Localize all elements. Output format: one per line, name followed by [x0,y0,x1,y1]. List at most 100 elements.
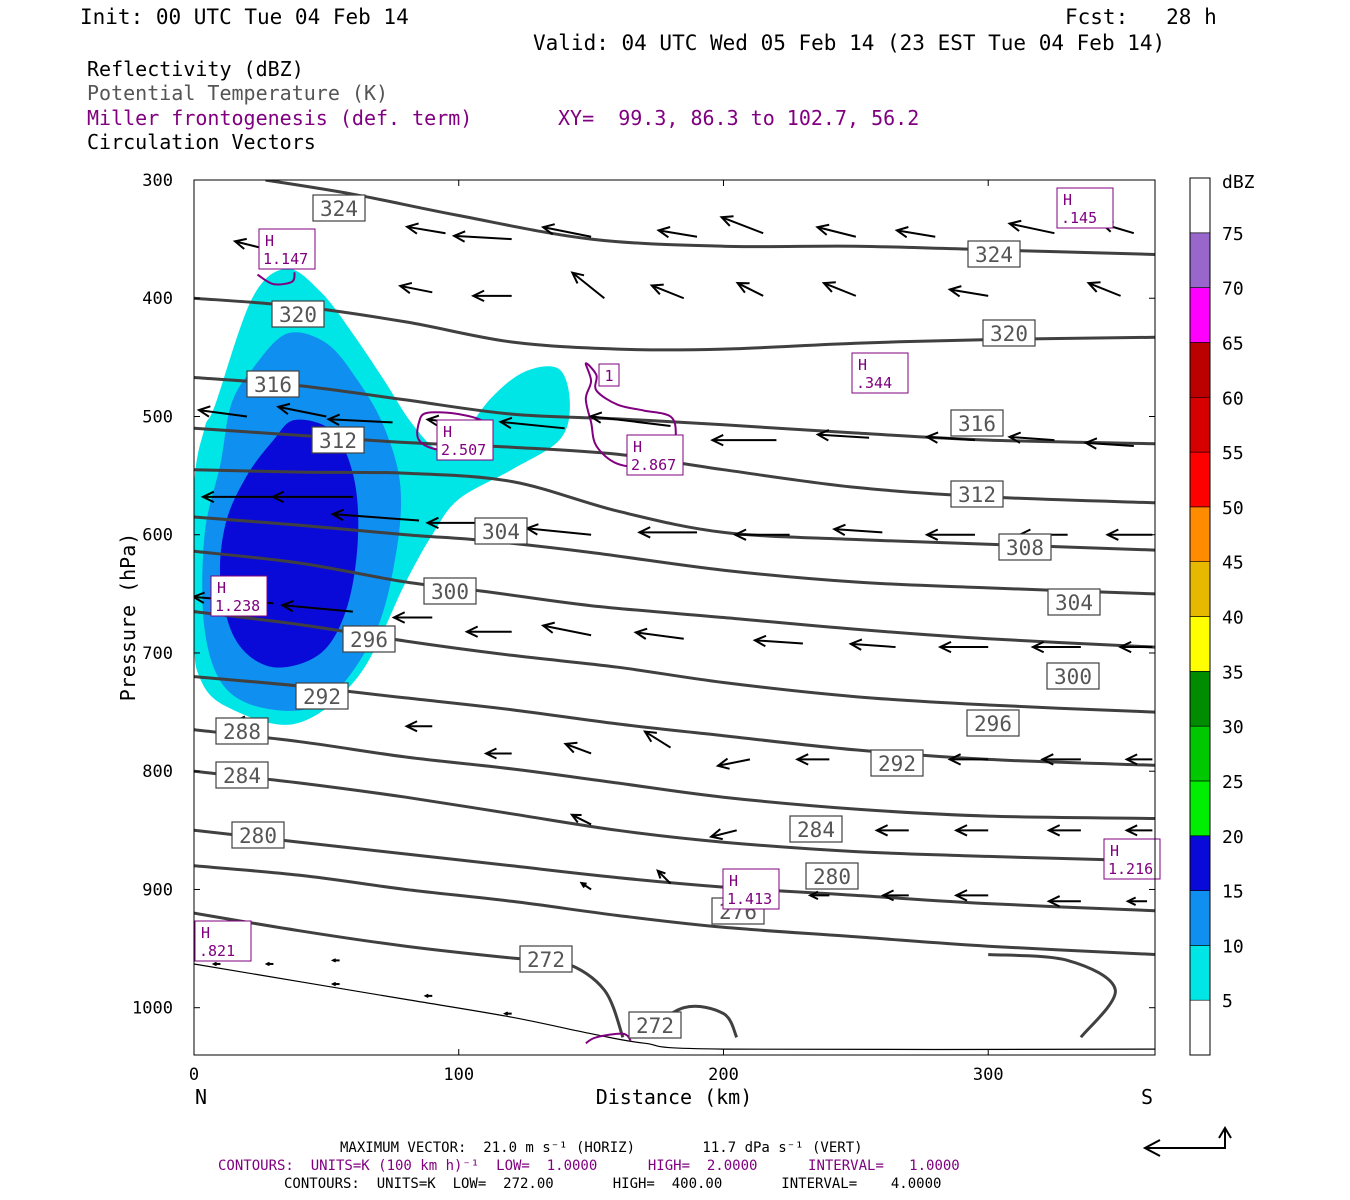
theta-label-text: 300 [431,580,469,604]
circulation-vector [540,621,592,637]
theta-label-box [628,1011,682,1039]
init-time: Init: 00 UTC Tue 04 Feb 14 [80,5,409,29]
circulation-vector [1083,437,1134,450]
frontogenesis-label-value: 1.238 [215,597,260,615]
vector-head [326,413,340,426]
frontogenesis-label-box [851,352,909,394]
theta-label-box [519,945,573,973]
vector-head [404,222,419,235]
colorbar-label-45: 45 [1222,553,1244,574]
circulation-vector [649,283,685,300]
theta-contour-324 [265,180,1155,256]
colorbar-segment-40 [1189,561,1211,617]
circulation-vector [815,429,870,442]
theta-label-box [246,370,300,398]
colorbar-label-65: 65 [1222,333,1244,354]
theta-label-text: 280 [813,865,851,889]
vector-head [425,414,440,427]
vector-head [815,223,830,236]
vector-shaft [565,742,592,755]
vector-shaft [644,730,672,749]
frontogenesis-label-h: H [201,924,210,942]
vector-head [752,634,767,648]
y-axis-label: Pressure (hPa) [116,533,140,702]
circulation-vector [752,634,803,648]
theta-label-text: 292 [303,685,341,709]
colorbar-segment-20 [1189,780,1211,837]
colorbar-segment-10 [1189,890,1211,946]
theta-label-284: 284 [215,761,269,789]
theta-label-box [1047,588,1101,616]
vector-head [642,730,657,743]
theta-label-text: 300 [1054,665,1092,689]
vector-shaft [1009,435,1055,442]
x-axis-south-label: S [1141,1085,1153,1109]
circulation-vector [947,753,989,766]
frontogenesis-max-.821: H.821 [194,920,252,962]
theta-label-text: 280 [239,824,277,848]
vector-head [264,961,271,967]
theta-label-box [1046,662,1100,690]
max-vector-info: MAXIMUM VECTOR: 21.0 m s⁻¹ (HORIZ) 11.7 … [340,1140,863,1156]
theta-contour-unlabeled [988,953,1117,1039]
theta-label-text: 304 [482,520,520,544]
circulation-vector [815,223,857,238]
vector-head [795,753,809,766]
circulation-vector [1105,528,1153,541]
circulation-vector [264,961,274,967]
vector-head [196,405,211,418]
vector-shaft [542,226,592,238]
vector-head [451,230,466,243]
theta-label-296: 296 [966,709,1020,737]
vector-shaft [710,829,737,838]
colorbar-label-50: 50 [1222,498,1244,519]
theta-contour-300 [194,549,1155,649]
frontogenesis-max-1: 1 [598,363,620,387]
vector-head [569,813,582,824]
vector-head [710,434,724,447]
theta-label-272: 272 [628,1011,682,1039]
colorbar-segment-5 [1189,945,1211,1001]
theta-label-box [231,821,285,849]
theta-label-box [215,761,269,789]
vector-head [924,528,939,541]
theta-label-308: 308 [998,533,1052,561]
frontogenesis-label-box [194,920,252,962]
colorbar-label-75: 75 [1222,224,1244,245]
theta-label-text: 284 [797,818,835,842]
frontogenesis-label-h: H [443,423,452,441]
theta-label-text: 316 [958,412,996,436]
theta-label-text: 324 [975,243,1013,267]
frontogenesis-label-box [598,363,620,387]
frontogenesis-label-h: H [633,438,642,456]
vector-shaft [400,284,433,294]
vector-head [656,226,671,239]
theta-label-box [950,409,1004,437]
circulation-vector [874,824,909,837]
circulation-vector [1030,640,1081,654]
vector-shaft [198,409,248,418]
circulation-vector [451,230,512,243]
theta-label-272: 272 [519,945,573,973]
circulation-vector [404,720,433,733]
vector-head [656,869,666,879]
circulation-vector [732,528,790,541]
vector-shaft [328,418,393,424]
circulation-vector [330,981,340,987]
colorbar-segment-60 [1189,342,1211,398]
theta-contour-276 [194,864,1155,956]
theta-label-box [423,577,477,605]
circulation-vector [330,508,420,522]
circulation-vector [1118,640,1153,654]
circulation-vector [196,405,248,418]
vector-head [1086,281,1101,293]
axes: 300 400 500 600 700 800 900 1000 0 100 200 300 Dista… [116,171,1155,1109]
x-axis-north-label: N [195,1085,207,1109]
circulation-vector [1125,896,1148,906]
circulation-vector [563,741,592,755]
vector-head [211,961,218,967]
vector-shaft [282,604,353,613]
circulation-vector [464,625,512,638]
frontogenesis-label-h: H [265,232,274,250]
reference-vector-icon [1142,1126,1232,1157]
